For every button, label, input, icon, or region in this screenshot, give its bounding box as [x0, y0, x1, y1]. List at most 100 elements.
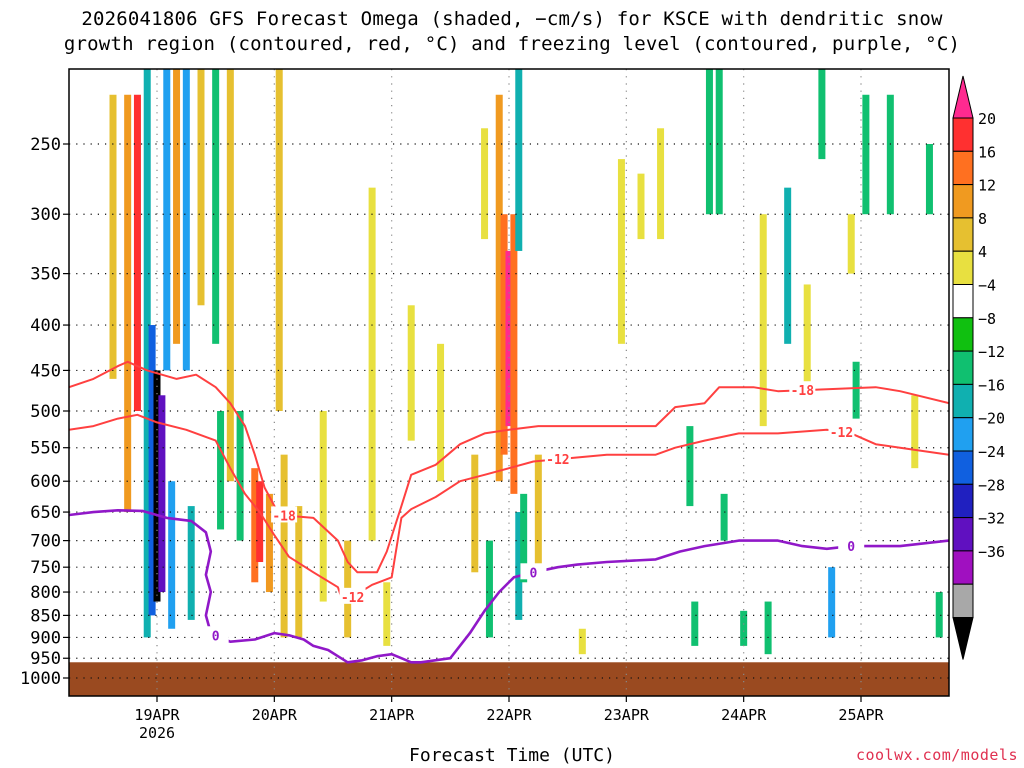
omega-cell — [275, 69, 283, 412]
y-tick-label: 600 — [30, 472, 61, 492]
omega-cell — [143, 69, 151, 638]
omega-cell — [691, 601, 699, 646]
omega-cell — [437, 343, 445, 482]
colorbar-tick-label: 20 — [978, 110, 996, 128]
contour-label-bg — [271, 506, 298, 523]
site-credit: coolwx.com/models — [855, 746, 1018, 764]
y-tick-label: 950 — [30, 649, 61, 669]
x-tick-label: 23APR — [604, 706, 650, 724]
x-tick-label: 22APR — [486, 706, 532, 724]
colorbar-tick-label: −32 — [978, 510, 1005, 528]
x-tick-label: 24APR — [721, 706, 767, 724]
omega-cell — [173, 69, 181, 344]
chart-title-line-1: 2026041806 GFS Forecast Omega (shaded, −… — [81, 8, 943, 30]
omega-cell — [520, 493, 528, 583]
y-tick-label: 400 — [30, 316, 61, 336]
omega-cell — [383, 582, 391, 646]
y-tick-label: 850 — [30, 606, 61, 626]
ground-surface — [69, 662, 949, 696]
omega-cell — [182, 69, 190, 371]
omega-cell — [617, 159, 625, 344]
colorbar-tick-label: −4 — [978, 277, 996, 295]
omega-cell — [828, 567, 836, 638]
colorbar-tick-label: −24 — [978, 443, 1005, 461]
y-tick-label: 500 — [30, 402, 61, 422]
contour-label-bg — [520, 563, 547, 580]
omega-cell — [407, 305, 415, 441]
contour-label: -12 — [341, 591, 364, 606]
contour-label: 0 — [212, 629, 220, 644]
omega-cell — [515, 512, 523, 620]
contour-label-bg — [838, 537, 865, 554]
omega-cell — [803, 284, 811, 396]
contour-label: -18 — [791, 384, 815, 399]
omega-cell — [862, 94, 870, 215]
omega-cell — [818, 69, 826, 160]
y-tick-label: 700 — [30, 532, 61, 552]
contour-label: -12 — [830, 426, 853, 441]
omega-cell — [256, 481, 264, 563]
colorbar-segment — [952, 383, 974, 419]
colorbar-segment — [952, 583, 974, 619]
omega-cell — [265, 493, 273, 593]
colorbar-tick-label: −20 — [978, 410, 1005, 428]
omega-cell — [471, 454, 479, 573]
contour-label-bg — [789, 381, 816, 398]
omega-cell — [911, 395, 919, 469]
omega-cell — [481, 128, 489, 240]
y-tick-label: 250 — [30, 135, 61, 155]
colorbar-bottom-arrow — [952, 617, 974, 660]
colorbar-tick-label: 16 — [978, 143, 996, 161]
colorbar-top-arrow — [952, 75, 974, 119]
colorbar-tick-label: −8 — [978, 310, 996, 328]
contour-label-bg — [828, 422, 855, 439]
omega-cell — [280, 454, 288, 638]
y-tick-label: 800 — [30, 583, 61, 603]
omega-cell — [705, 69, 713, 215]
x-axis-label: Forecast Time (UTC) — [409, 745, 615, 766]
colorbar-tick-label: −12 — [978, 343, 1005, 361]
omega-cell — [217, 411, 225, 530]
omega-cell — [236, 411, 244, 541]
omega-cell — [715, 69, 723, 215]
omega-cell — [485, 540, 493, 638]
colorbar-tick-label: −28 — [978, 476, 1005, 494]
y-tick-label: 750 — [30, 558, 61, 578]
gridlines — [69, 69, 949, 696]
omega-cell — [852, 361, 860, 419]
x-tick-label: 25APR — [838, 706, 884, 724]
omega-cell — [740, 610, 748, 646]
contour-label: -12 — [546, 453, 569, 468]
omega-cell — [158, 395, 166, 593]
colorbar-segment — [952, 350, 974, 385]
colorbar-segment — [952, 184, 974, 219]
x-tick-label: 21APR — [369, 706, 415, 724]
contour-label-bg — [339, 587, 366, 604]
colorbar-segment — [952, 217, 974, 252]
colorbar-tick-label: −16 — [978, 376, 1005, 394]
contour-label: 0 — [847, 540, 855, 555]
x-tick-label: 20APR — [252, 706, 298, 724]
colorbar-segment — [952, 317, 974, 352]
contour-label: -18 — [272, 509, 296, 524]
x-year-label: 2026 — [139, 724, 175, 742]
omega-cell — [637, 173, 645, 240]
omega-shading — [109, 69, 943, 655]
contour-line — [69, 413, 949, 603]
omega-cell — [226, 69, 234, 482]
omega-cell — [510, 214, 518, 494]
y-tick-label: 550 — [30, 439, 61, 459]
colorbar-tick-label: 4 — [978, 243, 987, 261]
omega-cell — [534, 454, 542, 573]
omega-cell — [886, 94, 894, 215]
contour-lines: -18 -18 -12 -12 -12 0 0 0 — [69, 360, 949, 664]
colorbar-tick-label: −36 — [978, 543, 1005, 561]
contour-label: 0 — [530, 566, 538, 581]
omega-cell — [935, 592, 943, 638]
colorbar-segment — [952, 250, 974, 285]
omega-cell — [500, 214, 508, 455]
colorbar-segment — [952, 450, 974, 485]
x-axis-ticks: 19APR 20APR 21APR 22APR 23APR 24APR 25APR 2026 — [134, 696, 885, 742]
omega-cell — [109, 94, 117, 379]
omega-cell — [168, 481, 176, 629]
